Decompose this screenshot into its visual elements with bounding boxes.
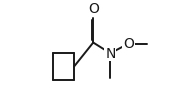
Text: O: O — [123, 37, 134, 51]
Text: N: N — [105, 47, 115, 61]
Text: O: O — [88, 2, 99, 16]
